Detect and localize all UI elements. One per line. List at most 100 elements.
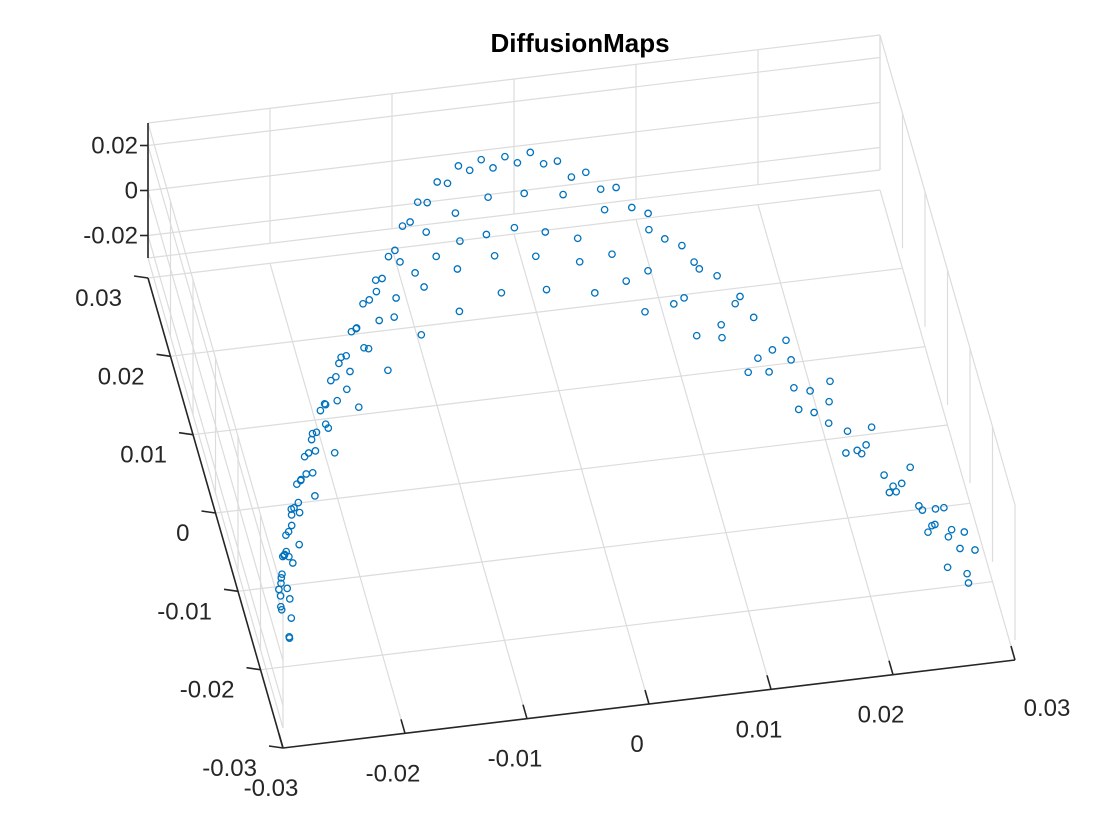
scatter-point: [731, 299, 740, 308]
scatter-point: [581, 168, 590, 177]
y-tick-mark: [246, 666, 261, 671]
scatter-point: [596, 185, 605, 194]
scatter-point: [520, 189, 529, 198]
scatter-point: [390, 313, 399, 321]
scatter-point: [477, 155, 486, 164]
scatter-point: [311, 447, 320, 455]
scatter-point: [413, 198, 422, 207]
scatter-point: [451, 209, 460, 217]
scatter-point: [559, 190, 567, 199]
y-tick-mark: [201, 510, 216, 514]
scatter-point: [285, 552, 293, 561]
scatter-point: [489, 164, 497, 172]
y-tick-label: -0.03: [202, 755, 257, 782]
scatter-point: [283, 584, 292, 593]
scatter-point: [312, 428, 321, 437]
z-tick-label: 0.02: [91, 133, 138, 160]
scatter-point: [843, 427, 852, 436]
scatter-point: [490, 251, 499, 260]
scatter-point: [392, 294, 400, 302]
scatter-point: [885, 488, 894, 497]
z-tick-label: 0: [125, 178, 138, 205]
scatter-point: [295, 508, 304, 517]
scatter-point: [590, 289, 599, 297]
scatter-point: [749, 313, 758, 322]
scatter-point: [396, 258, 404, 266]
scatter-point: [678, 241, 686, 250]
scatter-point: [810, 408, 818, 417]
scatter-point: [484, 193, 492, 202]
scatter-point: [316, 406, 325, 415]
scatter-point: [423, 198, 432, 207]
scatter-point: [432, 252, 441, 261]
scatter-point: [453, 265, 462, 273]
scatter-point: [644, 266, 652, 275]
scatter-point: [924, 528, 932, 537]
scatter-point: [765, 368, 773, 376]
y-tick-mark: [133, 275, 149, 279]
scatter-point: [420, 283, 428, 291]
scatter-point: [718, 333, 726, 342]
scatter-point: [288, 559, 297, 567]
scatter-point: [365, 296, 374, 304]
wall-grid-horizontal: [879, 34, 1016, 506]
scatter-point: [398, 222, 407, 230]
scatter-point: [754, 354, 762, 363]
scatter-point: [567, 173, 576, 181]
scatter-point: [940, 503, 948, 512]
scatter-point: [278, 570, 286, 579]
scatter-point: [641, 307, 649, 316]
scatter-point: [465, 166, 474, 175]
scatter-point: [736, 292, 744, 301]
y-tick-label: 0: [176, 520, 189, 547]
scatter-point: [360, 343, 368, 352]
scatter-point: [346, 367, 354, 376]
scatter-point: [287, 614, 296, 622]
scatter-point: [889, 482, 897, 491]
scatter-point: [964, 579, 973, 587]
scatter-point: [364, 344, 373, 353]
scatter-point: [332, 372, 340, 381]
scatter-point: [375, 316, 384, 325]
scatter-point: [644, 209, 652, 218]
scatter-point: [501, 152, 509, 161]
scatter-point: [326, 376, 335, 385]
x-tick-label: -0.01: [488, 746, 543, 773]
wall-grid-horizontal: [147, 190, 284, 661]
scatter-point: [330, 448, 339, 457]
scatter-point: [971, 546, 979, 554]
y-tick-label: -0.02: [180, 677, 235, 704]
floor-grid-y: [215, 424, 948, 514]
y-tick-label: 0.03: [75, 285, 122, 312]
scatter-point: [680, 294, 688, 302]
chart-title: DiffusionMaps: [490, 28, 669, 58]
scatter-point: [897, 479, 906, 488]
scatter-point: [308, 468, 317, 477]
scatter-point: [526, 148, 535, 157]
x-tick-label: 0.03: [1024, 695, 1071, 722]
x-tick-mark: [278, 733, 284, 749]
scatter-point: [333, 396, 342, 405]
x-tick-mark: [644, 689, 650, 705]
scatter-point: [660, 235, 669, 243]
scatter-point: [497, 288, 506, 297]
scatter-point: [321, 400, 330, 409]
tick-labels: -0.03 -0.02 -0.01 0 0.01 0.02 0.03 -0.03 -0.02 -0…: [75, 133, 1070, 803]
scatter-point: [352, 324, 360, 333]
scatter-point: [295, 540, 304, 549]
scatter-point: [669, 300, 678, 308]
scatter-point: [277, 574, 286, 582]
scatter-point: [285, 595, 294, 603]
scatter-point: [824, 419, 833, 428]
scatter-point: [787, 356, 795, 364]
scatter-point: [542, 285, 551, 294]
floor-grid-y: [170, 267, 903, 357]
scatter-point: [692, 331, 701, 340]
scatter-point: [304, 449, 313, 457]
grid-lines: [147, 34, 1016, 749]
x-tick-mark: [1010, 645, 1016, 661]
y-tick-mark: [268, 745, 284, 749]
wall-grid-horizontal: [147, 257, 284, 729]
scatter-point: [391, 246, 399, 255]
